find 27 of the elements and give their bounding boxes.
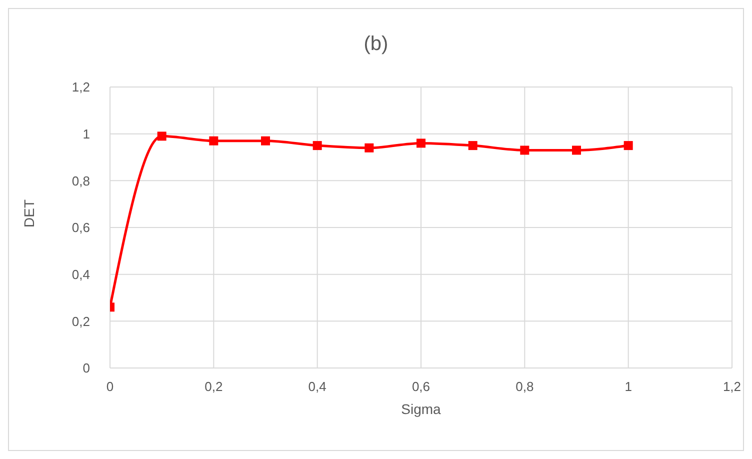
y-tick-label: 1: [82, 126, 90, 142]
x-tick-label: 1: [624, 379, 632, 394]
point: [468, 141, 478, 150]
point: [312, 141, 322, 150]
x-tick-label: 0: [106, 379, 114, 394]
point: [261, 136, 270, 146]
point: [572, 146, 581, 155]
y-tick-label: 0,2: [72, 314, 90, 329]
point: [364, 143, 374, 152]
y-tick-label: 0,4: [72, 266, 90, 282]
y-tick-label: 0,8: [72, 173, 90, 188]
chart-title: (b): [362, 33, 390, 56]
y-tick-label: 0,6: [72, 220, 90, 236]
y-tick-label: 0: [82, 360, 90, 376]
x-tick-label: 0,8: [516, 379, 534, 394]
y-tick-label: 1,2: [72, 80, 90, 95]
y-axis-title: DET: [20, 199, 37, 228]
x-tick-label: 0,4: [308, 379, 326, 394]
point: [624, 141, 633, 150]
point: [520, 146, 530, 155]
point: [157, 132, 166, 141]
point: [416, 138, 426, 148]
x-tick-label: 0,2: [204, 379, 223, 394]
x-tick-label: 0,6: [412, 379, 430, 394]
x-tick-label: 1,2: [722, 379, 742, 394]
x-axis-title: Sigma: [401, 400, 442, 417]
point: [209, 136, 218, 146]
